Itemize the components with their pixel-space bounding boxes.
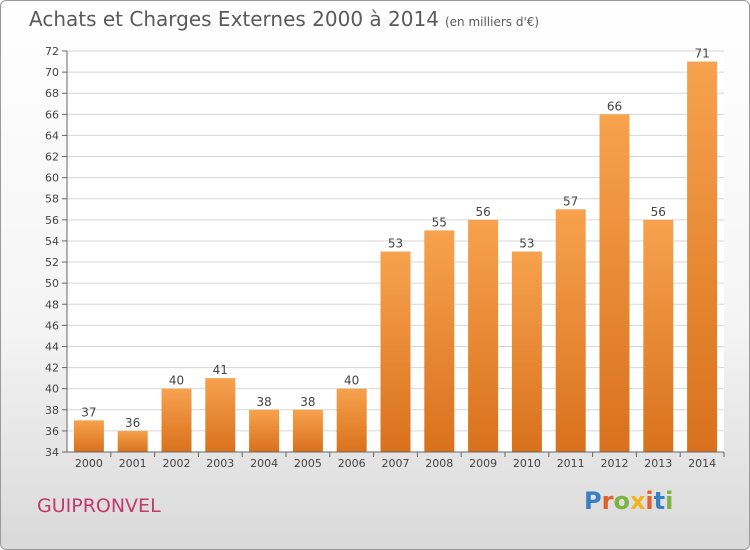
bar — [468, 219, 499, 452]
x-tick-label: 2001 — [119, 457, 147, 470]
y-tick-label: 62 — [45, 151, 59, 164]
bar-value-label: 55 — [432, 215, 447, 229]
logo-letter: P — [584, 487, 602, 515]
y-tick-label: 64 — [45, 129, 59, 142]
bar-value-label: 57 — [563, 194, 578, 208]
x-tick-label: 2008 — [425, 457, 453, 470]
logo-letter: i — [645, 487, 654, 515]
axes: 34 36 38 40 42 44 46 48 50 52 54 56 58 60 62 64 66 68 70 72… — [45, 45, 725, 470]
bar — [555, 209, 586, 452]
y-tick-label: 48 — [45, 298, 59, 311]
bar-value-label: 38 — [256, 395, 271, 409]
bars: 37 36 40 41 38 38 40 53 55 56 53 57 66 56 71 — [73, 47, 718, 452]
bar — [205, 378, 236, 452]
bar — [599, 114, 630, 452]
y-tick-label: 66 — [45, 108, 59, 121]
y-tick-label: 46 — [45, 319, 59, 332]
y-tick-label: 42 — [45, 362, 59, 375]
x-tick-label: 2010 — [513, 457, 541, 470]
x-tick-label: 2014 — [688, 457, 716, 470]
chart-title-text: Achats et Charges Externes 2000 à 2014 — [29, 7, 439, 31]
y-tick-label: 52 — [45, 256, 59, 269]
y-tick-label: 34 — [45, 446, 59, 459]
bar-value-label: 56 — [651, 205, 666, 219]
y-tick-label: 58 — [45, 193, 59, 206]
bar-value-label: 53 — [388, 237, 403, 251]
bar-value-label: 40 — [344, 374, 359, 388]
bar — [511, 251, 542, 452]
city-name: GUIPRONVEL — [37, 495, 161, 517]
y-tick-label: 36 — [45, 425, 59, 438]
bar — [424, 230, 455, 452]
bar — [73, 420, 104, 452]
chart-title: Achats et Charges Externes 2000 à 2014 (e… — [29, 7, 539, 31]
bar-value-label: 53 — [519, 237, 534, 251]
bar-value-label: 56 — [475, 205, 490, 219]
bar-value-label: 66 — [607, 99, 622, 113]
bar-value-label: 37 — [81, 405, 96, 419]
logo-letter: o — [613, 487, 630, 515]
logo-letter: r — [601, 487, 614, 515]
x-tick-label: 2011 — [557, 457, 585, 470]
bar-value-label: 40 — [169, 374, 184, 388]
x-tick-label: 2004 — [250, 457, 278, 470]
x-tick-label: 2003 — [206, 457, 234, 470]
bar-value-label: 36 — [125, 416, 140, 430]
bar — [249, 409, 280, 452]
logo-letter: x — [629, 487, 646, 515]
bar — [161, 388, 192, 452]
bar — [292, 409, 323, 452]
bar — [380, 251, 411, 452]
y-tick-label: 54 — [45, 235, 59, 248]
y-tick-label: 68 — [45, 87, 59, 100]
bar — [643, 219, 674, 452]
logo-letter: t — [653, 487, 666, 515]
bar — [117, 430, 148, 452]
x-tick-label: 2006 — [338, 457, 366, 470]
x-tick-label: 2000 — [75, 457, 103, 470]
y-tick-label: 70 — [45, 66, 59, 79]
x-tick-label: 2013 — [644, 457, 672, 470]
y-tick-label: 40 — [45, 383, 59, 396]
bar — [336, 388, 367, 452]
x-tick-label: 2009 — [469, 457, 497, 470]
bar-value-label: 71 — [694, 47, 709, 61]
x-tick-label: 2007 — [382, 457, 410, 470]
proxiti-logo: Proxiti — [584, 487, 673, 515]
x-tick-label: 2005 — [294, 457, 322, 470]
y-tick-label: 50 — [45, 277, 59, 290]
bar-value-label: 38 — [300, 395, 315, 409]
y-tick-label: 60 — [45, 172, 59, 185]
x-tick-label: 2012 — [601, 457, 629, 470]
y-tick-label: 56 — [45, 214, 59, 227]
chart-subtitle: (en milliers d'€) — [444, 15, 540, 29]
y-tick-label: 72 — [45, 45, 59, 58]
y-tick-label: 38 — [45, 404, 59, 417]
y-tick-label: 44 — [45, 340, 59, 353]
logo-letter: i — [665, 487, 674, 515]
bar — [687, 61, 718, 452]
x-tick-label: 2002 — [163, 457, 191, 470]
bar-value-label: 41 — [213, 363, 228, 377]
